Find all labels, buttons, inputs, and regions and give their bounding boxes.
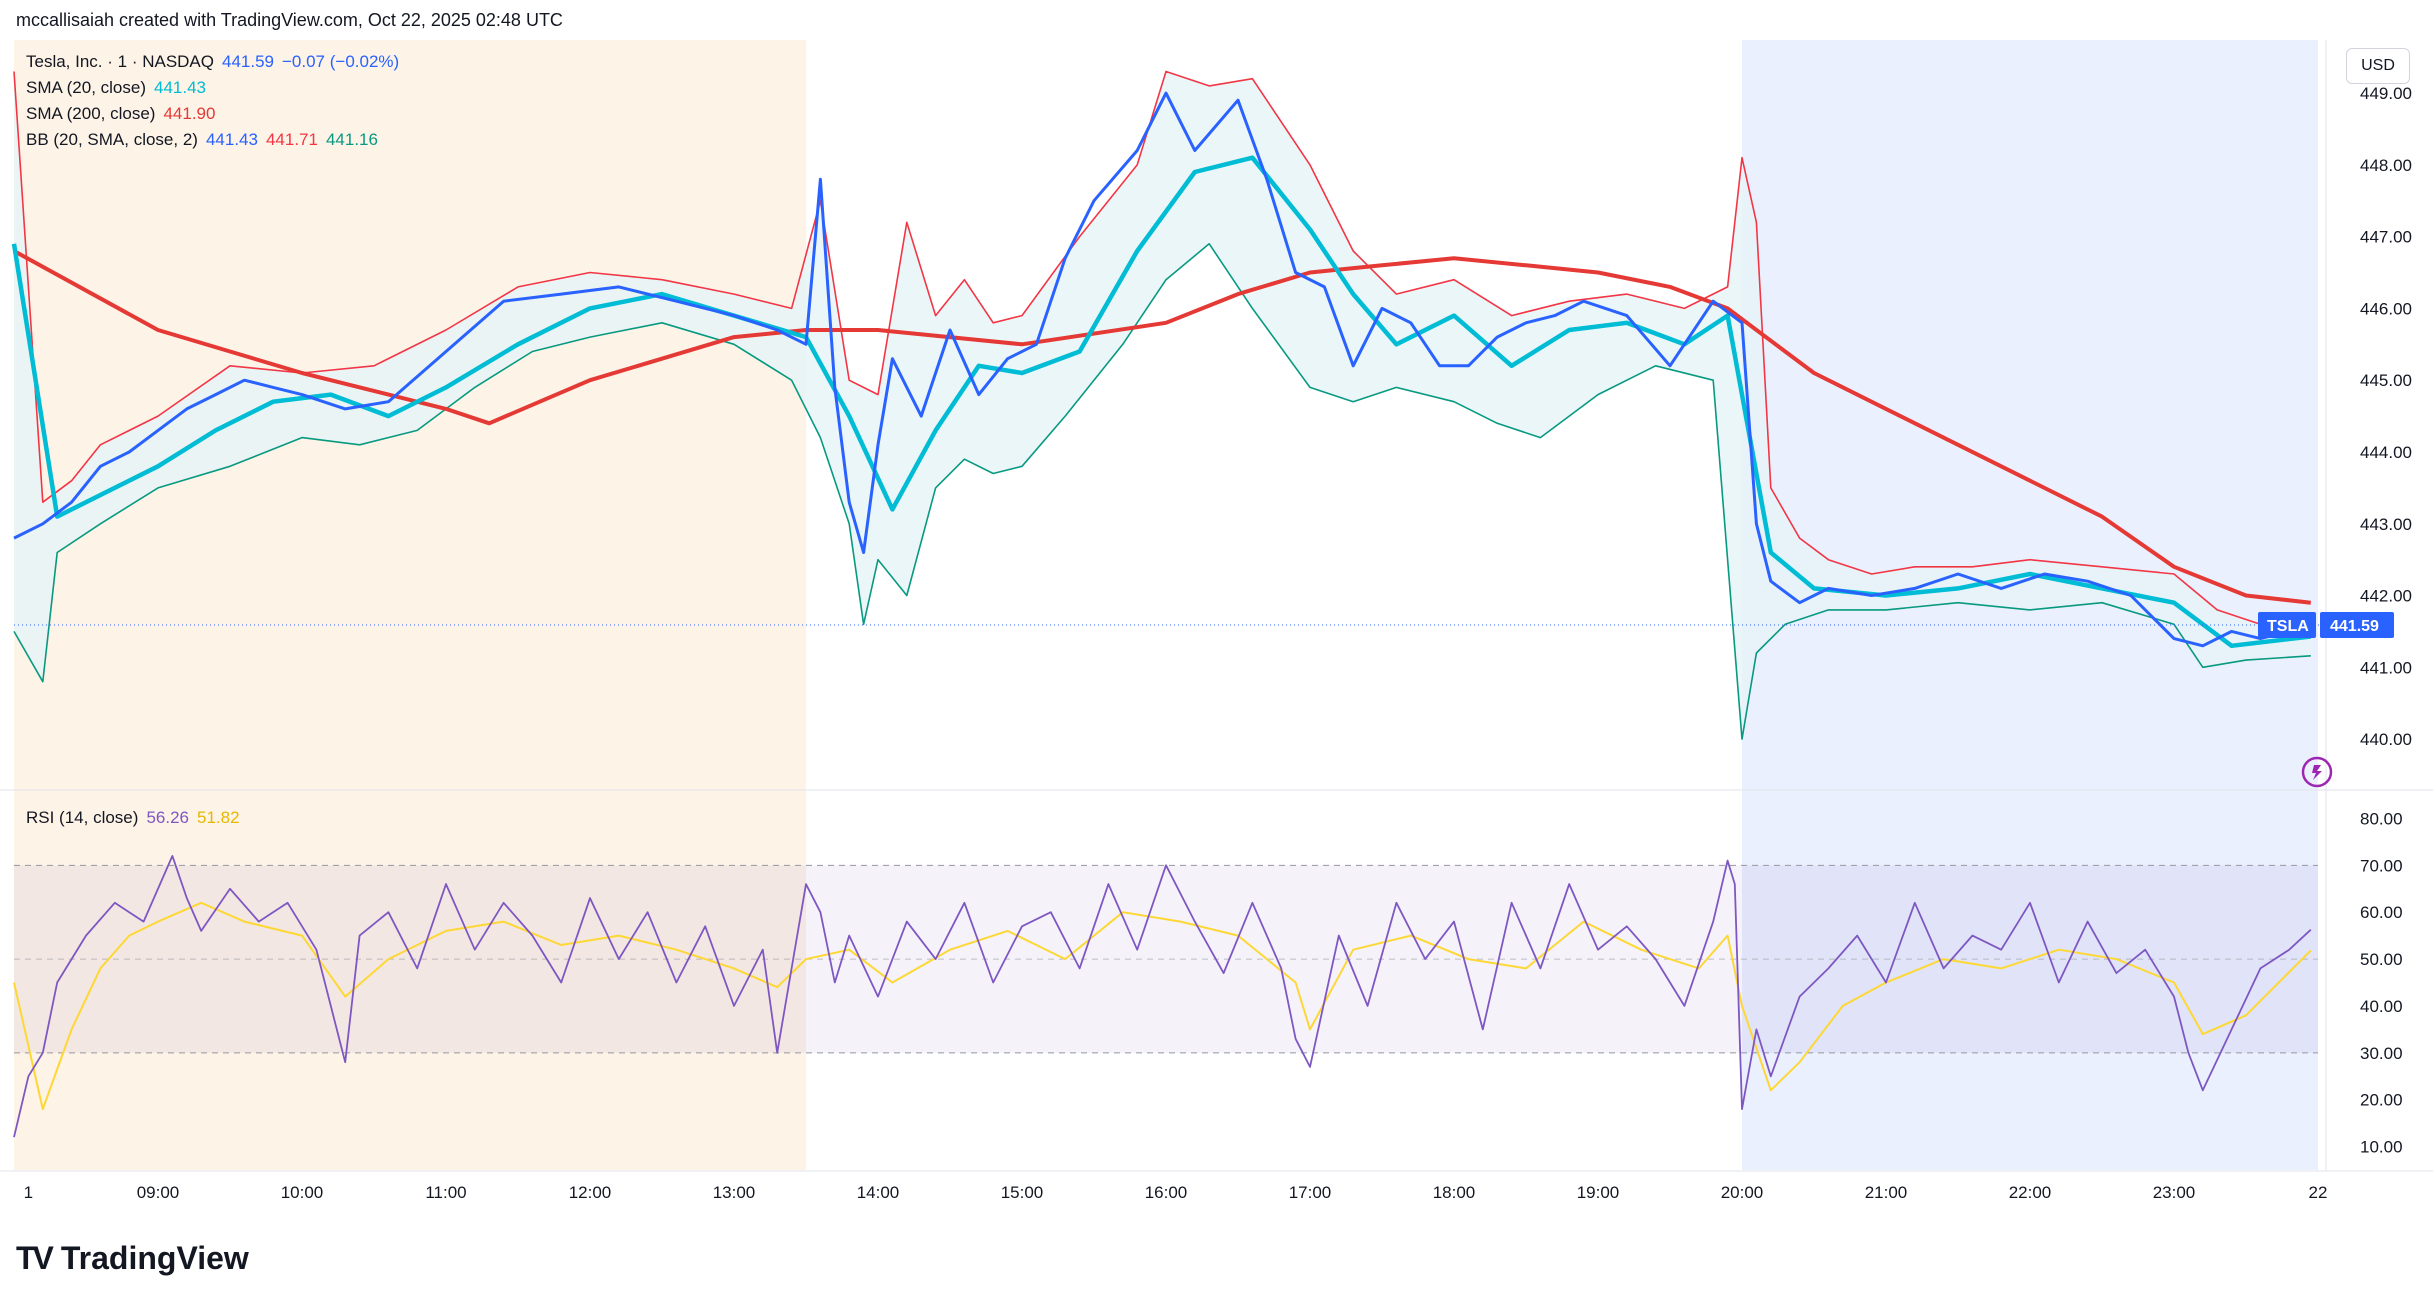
time-axis-tick: 23:00 <box>2153 1183 2196 1202</box>
rsi-axis-tick: 10.00 <box>2360 1138 2403 1157</box>
price-axis-tick: 440.00 <box>2360 730 2412 749</box>
legend-sma20-label: SMA (20, close) <box>26 78 146 97</box>
time-axis-tick: 15:00 <box>1001 1183 1044 1202</box>
chart-frame: 449.00 448.00 447.00 446.00 445.00 444.00 443.… <box>0 40 2433 1215</box>
currency-button[interactable]: USD <box>2346 48 2410 84</box>
legend-rsi-value: 56.26 <box>146 808 189 827</box>
price-axis-tick: 446.00 <box>2360 299 2412 318</box>
axes: 449.00 448.00 447.00 446.00 445.00 444.00 443.… <box>24 84 2412 1202</box>
price-axis-tick: 441.00 <box>2360 658 2412 677</box>
last-price-tag[interactable]: TSLA 441.59 <box>2258 611 2394 638</box>
time-axis-tick: 22:00 <box>2009 1183 2052 1202</box>
time-axis-tick: 22 <box>2309 1183 2328 1202</box>
tradingview-logo-icon: TV <box>16 1240 54 1276</box>
time-axis-tick: 11:00 <box>425 1183 466 1202</box>
legend-bb-upper: 441.71 <box>265 130 318 149</box>
rsi-axis-tick: 20.00 <box>2360 1091 2403 1110</box>
legend-symbol-row[interactable]: Tesla, Inc. · 1 · NASDAQ 441.59 −0.07 (−0.… <box>26 52 407 72</box>
rsi-ma-line <box>13 901 2312 1111</box>
time-axis-tick: 18:00 <box>1433 1183 1476 1202</box>
last-price-tag-ticker-bg <box>2258 611 2316 638</box>
price-axis-tick: 449.00 <box>2360 84 2412 103</box>
rsi-axis-tick: 80.00 <box>2360 809 2403 828</box>
time-axis-tick: 19:00 <box>1577 1183 1620 1202</box>
legend-bb-lower: 441.16 <box>325 130 378 149</box>
rsi-axis-tick: 50.00 <box>2360 950 2403 969</box>
premarket-session-bg <box>14 40 806 1170</box>
price-line <box>13 91 2312 648</box>
time-axis-tick: 21:00 <box>1865 1183 1908 1202</box>
grid-lines <box>0 40 2433 1172</box>
legend-sma20-value: 441.43 <box>154 78 206 97</box>
chart-attribution: mccallisaiah created with TradingView.co… <box>16 10 563 30</box>
time-axis-tick: 13:00 <box>713 1183 756 1202</box>
tradingview-logo[interactable]: TV TradingView <box>16 1240 249 1277</box>
legend-change: −0.07 (−0.02%) <box>282 52 400 71</box>
time-axis-tick: 09:00 <box>137 1183 180 1202</box>
legend-rsi-row[interactable]: RSI (14, close) 56.26 51.82 <box>26 808 248 828</box>
price-axis-tick: 447.00 <box>2360 228 2412 247</box>
last-price-tag-value-bg <box>2320 611 2394 638</box>
time-axis-tick: 16:00 <box>1145 1183 1188 1202</box>
last-price-tag-value: 441.59 <box>2330 618 2379 635</box>
tradingview-brand-name: TradingView <box>60 1240 249 1276</box>
legend-rsi-ma-value: 51.82 <box>196 808 240 827</box>
rsi-pane <box>13 855 2318 1138</box>
rsi-axis-tick: 40.00 <box>2360 997 2403 1016</box>
time-axis-tick: 14:00 <box>857 1183 900 1202</box>
price-axis-tick: 448.00 <box>2360 156 2412 175</box>
legend-bb-row[interactable]: BB (20, SMA, close, 2) 441.43 441.71 441.16 <box>26 130 386 150</box>
price-axis-tick: 442.00 <box>2360 587 2412 606</box>
time-axis-tick: 1 <box>24 1183 33 1202</box>
price-axis-tick: 444.00 <box>2360 443 2412 462</box>
rsi-axis-tick: 70.00 <box>2360 856 2403 875</box>
last-price-tag-ticker: TSLA <box>2267 618 2309 635</box>
time-axis-tick: 12:00 <box>569 1183 612 1202</box>
bb-upper-line <box>13 70 2311 626</box>
legend-sma200-row[interactable]: SMA (200, close) 441.90 <box>26 104 223 124</box>
legend-bb-label: BB (20, SMA, close, 2) <box>26 130 198 149</box>
time-axis-tick: 20:00 <box>1721 1183 1764 1202</box>
price-axis-tick: 443.00 <box>2360 515 2412 534</box>
legend-sma20-row[interactable]: SMA (20, close) 441.43 <box>26 78 214 98</box>
rsi-axis-tick: 60.00 <box>2360 903 2403 922</box>
price-pane <box>11 70 2326 740</box>
legend-sma200-label: SMA (200, close) <box>26 104 156 123</box>
bb-lower-line <box>13 243 2311 740</box>
legend-bb-basis: 441.43 <box>205 130 258 149</box>
bollinger-band-fill <box>14 71 2311 740</box>
legend-symbol: Tesla, Inc. · 1 · NASDAQ <box>26 52 214 71</box>
session-backgrounds <box>14 40 2318 1170</box>
chart-canvas[interactable]: 449.00 448.00 447.00 446.00 445.00 444.00 443.… <box>0 40 2433 1215</box>
time-axis-tick: 17:00 <box>1289 1183 1332 1202</box>
legend-rsi-label: RSI (14, close) <box>26 808 139 827</box>
price-axis-tick: 445.00 <box>2360 371 2412 390</box>
legend-sma200-value: 441.90 <box>163 104 216 123</box>
legend-price: 441.59 <box>222 52 274 71</box>
time-axis-tick: 10:00 <box>281 1183 324 1202</box>
replay-icon[interactable] <box>2301 756 2333 788</box>
rsi-axis-tick: 30.00 <box>2360 1044 2403 1063</box>
rsi-line <box>13 855 2312 1138</box>
sma200-line <box>13 249 2312 605</box>
